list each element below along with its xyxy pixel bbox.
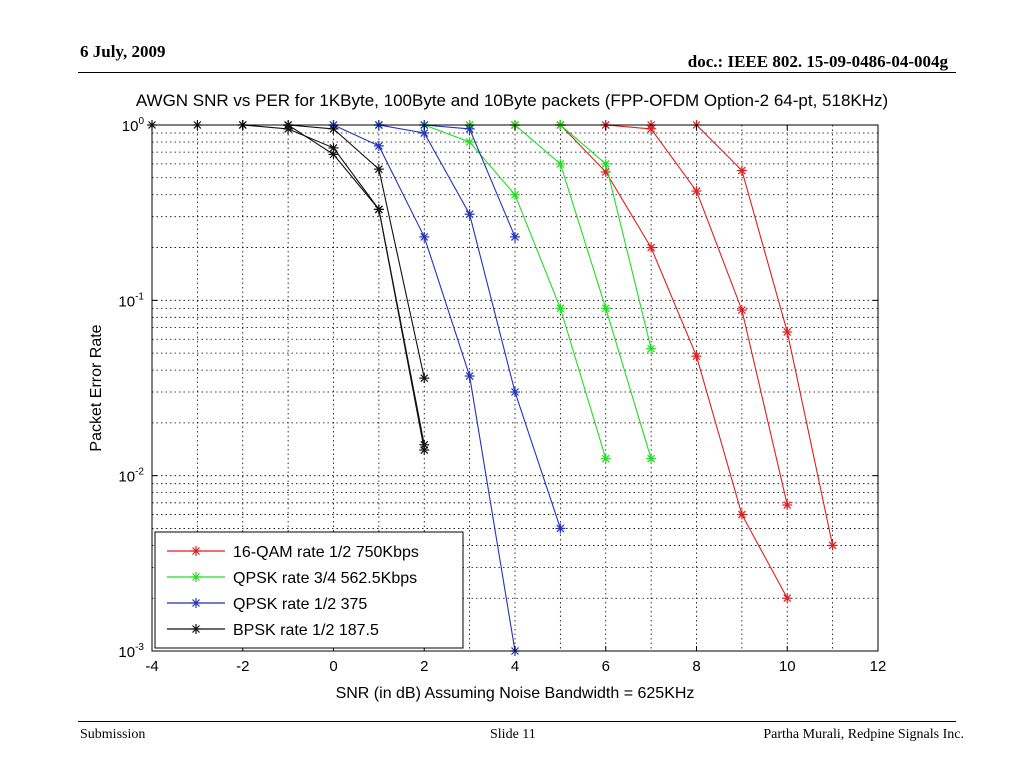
- data-point: [419, 232, 429, 242]
- footer-rule: [78, 721, 956, 722]
- y-tick-label: 10-2: [118, 467, 144, 486]
- legend-label: QPSK rate 1/2 375: [233, 596, 367, 613]
- per-chart: AWGN SNR vs PER for 1KByte, 100Byte and …: [0, 0, 1024, 768]
- data-point: [555, 303, 565, 313]
- data-point: [374, 141, 384, 151]
- footer-author: Partha Murali, Redpine Signals Inc.: [763, 727, 964, 743]
- data-point: [510, 387, 520, 397]
- x-tick-label: -4: [145, 658, 158, 675]
- legend-marker: [191, 572, 201, 582]
- x-tick-label: 8: [692, 658, 700, 675]
- data-point: [555, 523, 565, 533]
- x-tick-label: 0: [329, 658, 337, 675]
- data-point: [646, 243, 656, 253]
- data-point: [555, 159, 565, 169]
- x-tick-label: 6: [602, 658, 610, 675]
- data-point: [782, 500, 792, 510]
- data-point: [374, 204, 384, 214]
- y-tick-label: 10-1: [118, 291, 144, 310]
- legend-marker: [191, 546, 201, 556]
- data-point: [737, 305, 747, 315]
- data-point: [737, 166, 747, 176]
- x-tick-label: 12: [870, 658, 887, 675]
- legend-label: 16-QAM rate 1/2 750Kbps: [233, 544, 419, 561]
- footer-slide-number: Slide 11: [490, 727, 536, 743]
- data-point: [374, 164, 384, 174]
- legend-marker: [191, 598, 201, 608]
- x-tick-label: 4: [511, 658, 519, 675]
- chart-title: AWGN SNR vs PER for 1KByte, 100Byte and …: [136, 91, 888, 110]
- legend: 16-QAM rate 1/2 750Kbps QPSK rate 3/4 562…: [155, 532, 463, 648]
- legend-label: BPSK rate 1/2 187.5: [233, 622, 379, 639]
- y-tick-label: 100: [122, 116, 145, 135]
- data-point: [419, 445, 429, 455]
- y-tick-label: 10-3: [118, 642, 144, 661]
- data-point: [419, 373, 429, 383]
- data-point: [782, 327, 792, 337]
- x-tick-label: -2: [236, 658, 249, 675]
- legend-label: QPSK rate 3/4 562.5Kbps: [233, 570, 417, 587]
- x-tick-label: 2: [420, 658, 428, 675]
- y-axis-label: Packet Error Rate: [88, 324, 105, 451]
- footer-submission: Submission: [80, 727, 145, 743]
- data-point: [692, 186, 702, 196]
- data-point: [510, 232, 520, 242]
- data-point: [510, 190, 520, 200]
- data-point: [465, 371, 475, 381]
- data-point: [601, 303, 611, 313]
- data-point: [601, 454, 611, 464]
- data-point: [692, 351, 702, 361]
- data-point: [601, 159, 611, 169]
- data-point: [737, 510, 747, 520]
- data-point: [828, 540, 838, 550]
- x-axis-label: SNR (in dB) Assuming Noise Bandwidth = 6…: [336, 685, 695, 702]
- data-point: [329, 149, 339, 159]
- x-tick-label: 10: [779, 658, 796, 675]
- data-point: [646, 454, 656, 464]
- data-point: [782, 593, 792, 603]
- data-point: [646, 344, 656, 354]
- legend-marker: [191, 624, 201, 634]
- data-point: [465, 209, 475, 219]
